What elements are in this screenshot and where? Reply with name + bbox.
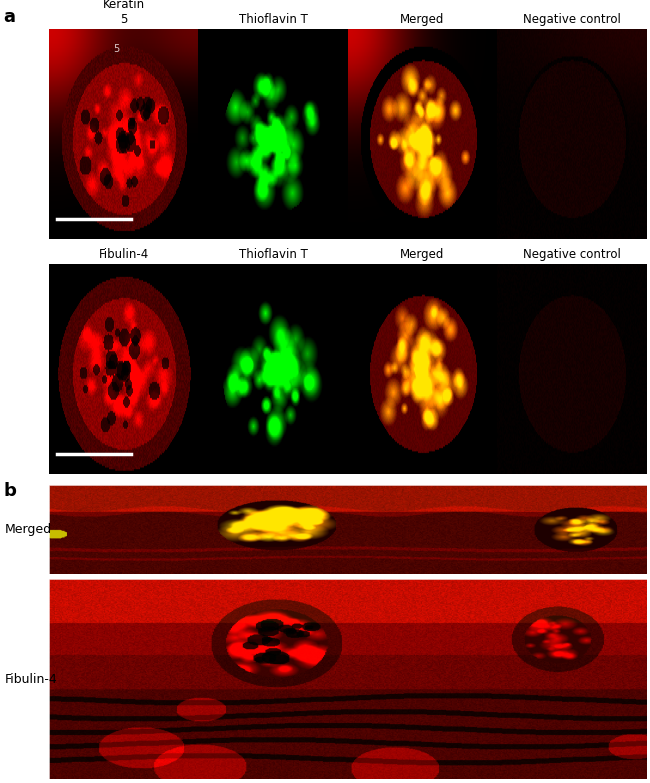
Text: Keratin
5: Keratin 5: [103, 0, 144, 27]
Text: Fibulin-4: Fibulin-4: [5, 673, 58, 686]
Text: Negative control: Negative control: [523, 248, 621, 262]
Text: Thioflavin T: Thioflavin T: [239, 13, 307, 27]
Text: Thioflavin T: Thioflavin T: [239, 248, 307, 262]
Text: Merged: Merged: [400, 248, 445, 262]
Text: b: b: [3, 482, 16, 500]
Text: Merged: Merged: [400, 13, 445, 27]
Text: a: a: [3, 8, 15, 26]
Text: Merged: Merged: [5, 523, 52, 536]
Text: 5: 5: [113, 45, 120, 55]
Text: Fibulin-4: Fibulin-4: [98, 248, 149, 262]
Text: Negative control: Negative control: [523, 13, 621, 27]
